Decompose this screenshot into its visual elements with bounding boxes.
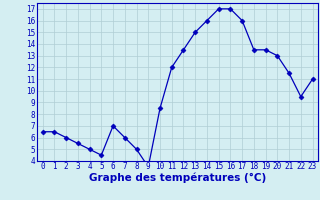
- X-axis label: Graphe des températures (°C): Graphe des températures (°C): [89, 173, 266, 183]
